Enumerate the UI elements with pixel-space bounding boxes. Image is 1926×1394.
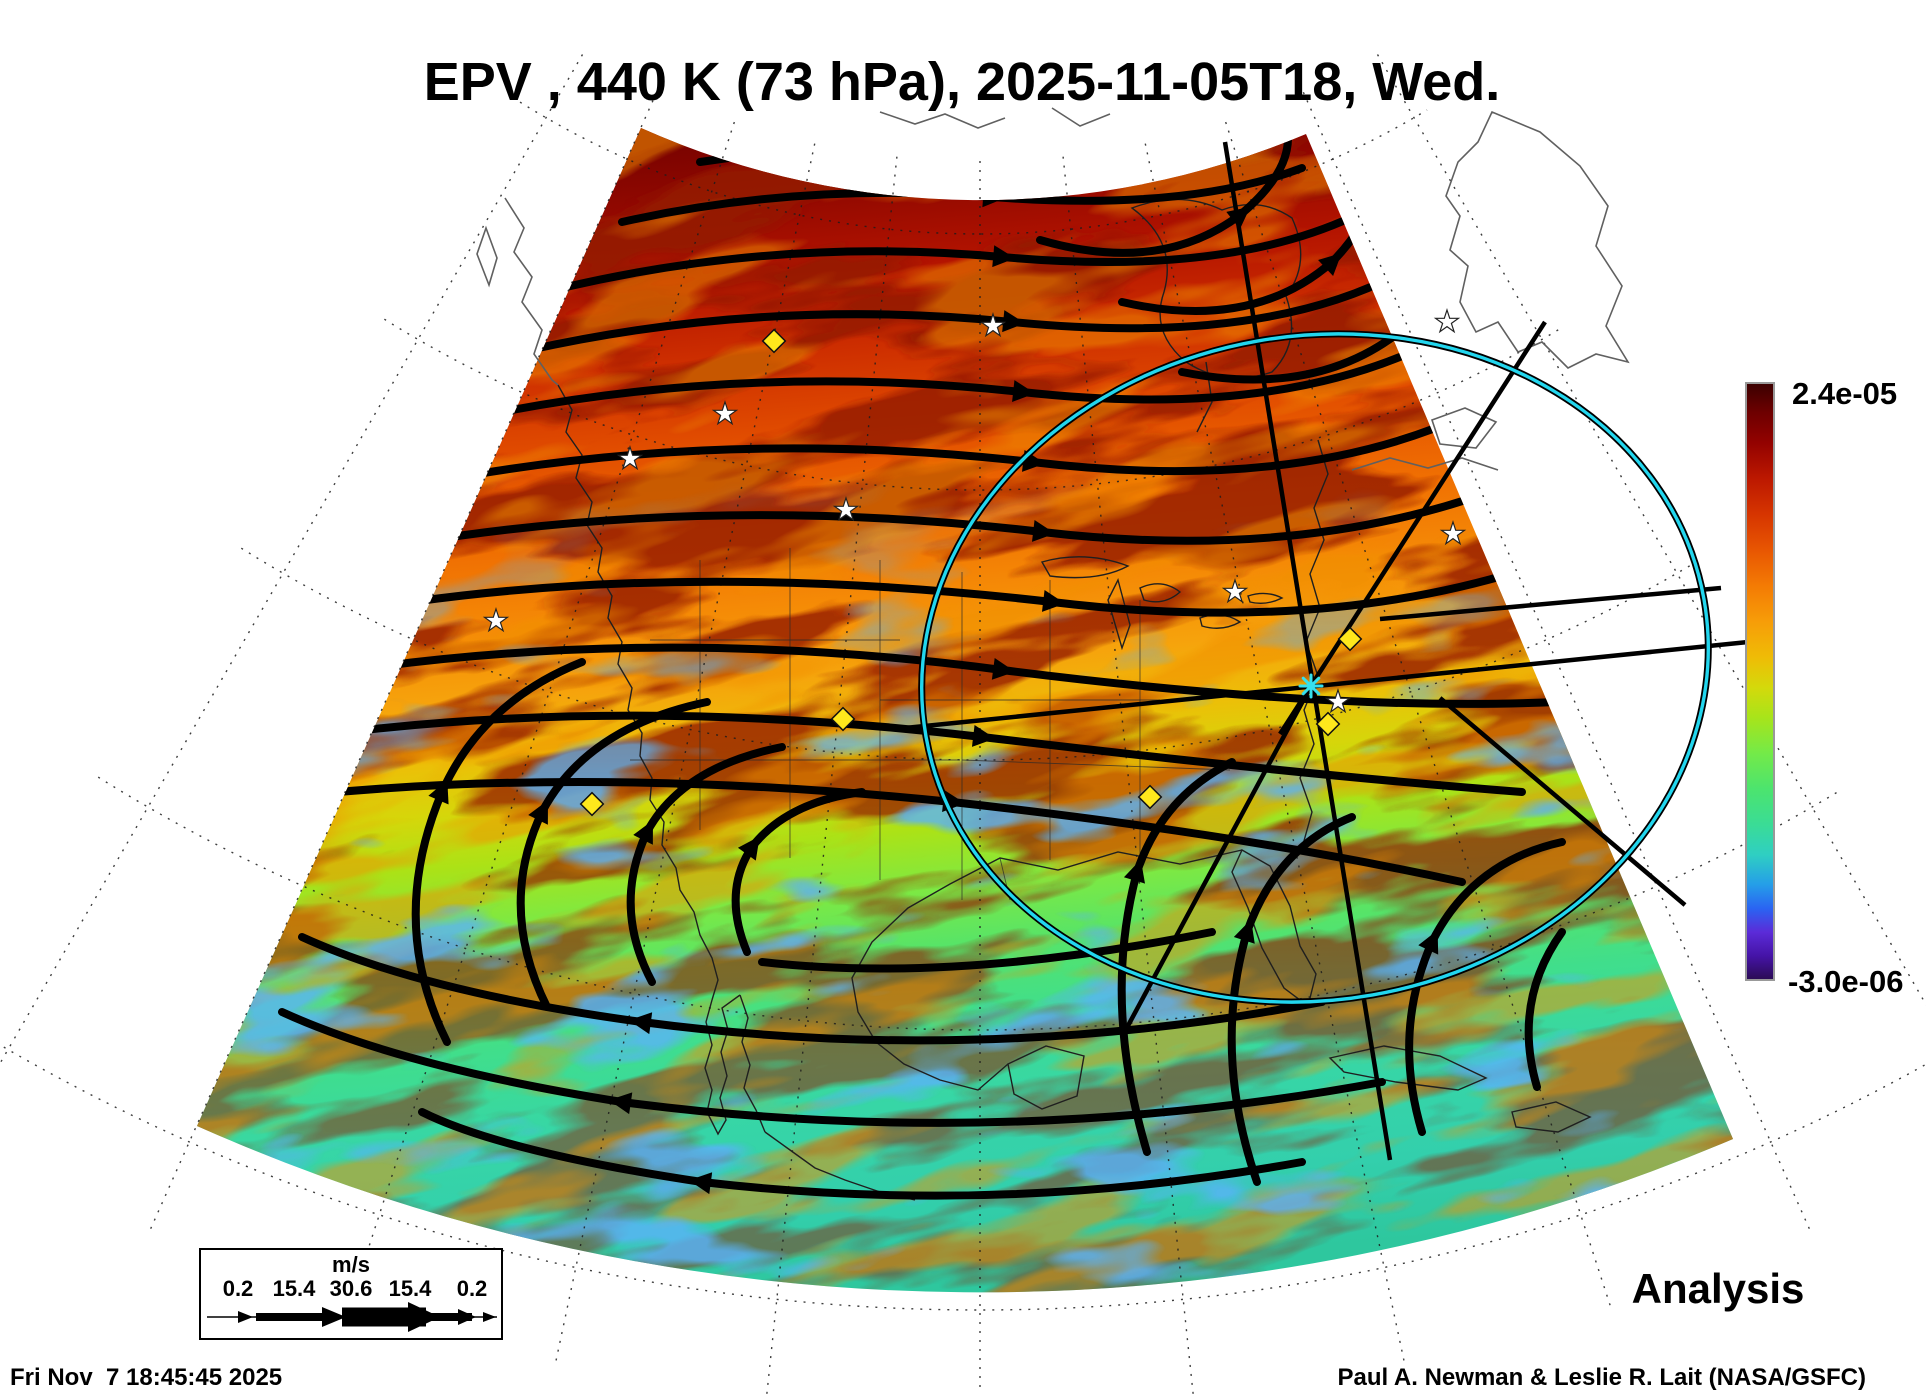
swath-line [1222, 141, 1393, 1161]
swath-line [1379, 585, 1722, 622]
streamline [278, 1008, 1386, 1127]
graticule-meridian [766, 156, 898, 1394]
legend-value: 30.6 [330, 1276, 373, 1301]
subpoint-asterisk [1301, 676, 1321, 696]
graticule-meridian [1062, 156, 1194, 1394]
legend-units-label: m/s [332, 1252, 370, 1277]
markers [482, 308, 1467, 817]
station-star-marker [616, 445, 644, 471]
streamline [472, 328, 1456, 421]
legend-value: 0.2 [223, 1276, 254, 1301]
streamline [562, 213, 1356, 291]
station-star-marker [482, 607, 510, 633]
wind-streamlines [238, 128, 1626, 1200]
terminator-circle-group [918, 330, 1712, 1006]
graticule-meridian [1376, 54, 1926, 1006]
streamline [411, 658, 586, 1046]
credit-label: Paul A. Newman & Leslie R. Lait (NASA/GS… [1337, 1364, 1866, 1391]
streamline [298, 933, 1326, 1045]
coastline [739, 994, 766, 1133]
station-star-marker [1439, 520, 1467, 546]
streamline [1036, 128, 1292, 257]
graticule-meridian [1225, 121, 1612, 1307]
station-star-marker [1221, 578, 1249, 604]
coastline [1247, 592, 1284, 605]
legend-value: 15.4 [273, 1276, 317, 1301]
timestamp-label: Fri Nov 7 18:45:45 2025 [10, 1364, 282, 1391]
station-star-marker [832, 496, 860, 522]
streamline [516, 268, 1406, 356]
terminator-circle-rotor [918, 330, 1712, 1006]
station-star-marker [1433, 308, 1461, 334]
graticule-meridian [149, 91, 658, 1230]
coastline [1040, 556, 1130, 579]
swath-lines [904, 141, 1759, 1161]
legend-value: 15.4 [389, 1276, 433, 1301]
coastline-outside-domain [504, 197, 559, 386]
swath-line [1121, 684, 1313, 1037]
streamline [626, 743, 786, 986]
station-diamond-marker [1337, 626, 1363, 652]
colorbar [1745, 382, 1775, 981]
legend-value: 0.2 [457, 1276, 488, 1301]
coastline-outside-domain [476, 225, 498, 288]
colorbar-min-label: -3.0e-06 [1788, 964, 1903, 999]
streamline [268, 711, 1526, 796]
state-borders [630, 548, 1231, 901]
streamline [1405, 838, 1566, 1136]
streamline [731, 788, 866, 956]
swath-line [1438, 696, 1687, 907]
station-star-marker [1324, 688, 1352, 714]
coastline-outside-domain [1051, 107, 1111, 127]
streamline [1227, 813, 1356, 1186]
station-star-marker [711, 400, 739, 426]
station-diamond-marker [579, 791, 605, 817]
swath-line [1278, 320, 1547, 736]
coastline-outside-domain [1430, 407, 1498, 449]
station-diamond-marker [1315, 711, 1341, 737]
coastline [1511, 1101, 1592, 1133]
streamline [418, 1108, 1306, 1200]
wind-speed-scale-icon [207, 1302, 497, 1332]
streamline [1117, 758, 1236, 1156]
coastline-outside-domain [879, 111, 1006, 129]
swath-line [904, 638, 1759, 731]
station-diamond-marker [761, 328, 787, 354]
coastline [851, 849, 1243, 1091]
streamline [516, 698, 711, 1011]
analysis-label: Analysis [1632, 1265, 1805, 1312]
state-border [961, 759, 1231, 771]
coastline [1328, 1045, 1488, 1091]
streamline [1524, 928, 1566, 1091]
streamline [304, 643, 1561, 708]
streamline [384, 458, 1566, 551]
coastline-outside-domain [1351, 457, 1499, 471]
streamline [344, 528, 1626, 617]
streamline [428, 393, 1506, 486]
coastline [1139, 583, 1182, 603]
coastline [557, 384, 719, 1001]
streamline [758, 928, 1216, 973]
coastline [1007, 1045, 1085, 1110]
wind-speed-legend: m/s 0.2 15.4 30.6 15.4 0.2 [199, 1248, 503, 1340]
colorbar-max-label: 2.4e-05 [1792, 376, 1897, 411]
station-star-marker [979, 312, 1007, 338]
terminator-circle [920, 332, 1710, 1004]
station-diamond-marker [1137, 784, 1163, 810]
graticule-meridian [0, 54, 584, 1065]
station-diamond-marker [830, 706, 856, 732]
colorbar-group: 2.4e-05 -3.0e-06 [1745, 376, 1903, 999]
plot-title: EPV , 440 K (73 hPa), 2025-11-05T18, Wed… [424, 52, 1501, 112]
